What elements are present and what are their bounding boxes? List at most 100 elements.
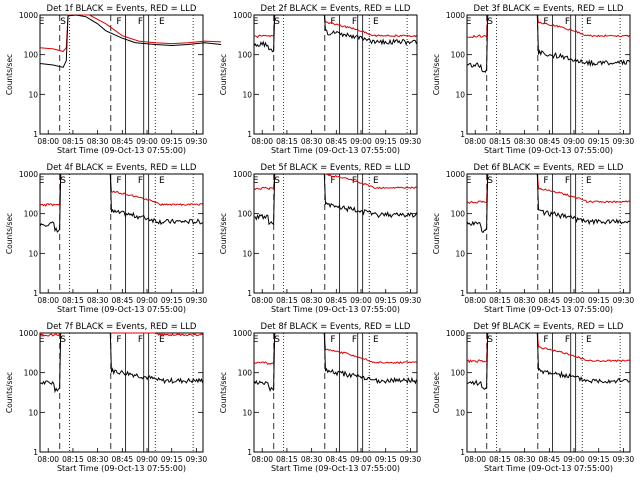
event-marker: E — [39, 17, 45, 27]
event-marker: E — [586, 17, 592, 27]
x-axis-label: Start Time (09-Oct-13 07:55:00) — [57, 464, 186, 473]
events-series-line — [39, 173, 203, 233]
events-series-line — [39, 14, 222, 68]
event-marker: F — [352, 335, 357, 345]
y-tick-label: 100 — [238, 51, 253, 60]
y-tick-label: 10 — [455, 90, 465, 99]
event-marker: F — [138, 176, 143, 186]
x-axis-label: Start Time (09-Oct-13 07:55:00) — [57, 305, 186, 314]
x-tick-label: 09:30 — [400, 137, 422, 146]
x-tick-label: 08:30 — [301, 137, 323, 146]
y-tick-label: 1 — [247, 289, 252, 298]
panel-title: Det 1f BLACK = Events, RED = LLD — [47, 4, 197, 14]
event-marker: F — [565, 335, 570, 345]
x-tick-label: 08:00 — [464, 137, 486, 146]
x-tick-label: 09:15 — [588, 296, 610, 305]
x-tick-label: 08:00 — [37, 455, 59, 464]
x-tick-label: 09:00 — [136, 137, 158, 146]
plot-frame — [466, 332, 631, 453]
x-tick-label: 09:15 — [161, 137, 183, 146]
event-marker: E — [466, 17, 472, 27]
event-marker: E — [253, 335, 259, 345]
y-tick-label: 1000 — [19, 11, 38, 20]
x-tick-label: 08:00 — [464, 296, 486, 305]
y-axis-label: Counts/sec — [432, 372, 441, 413]
event-marker: E — [466, 176, 472, 186]
x-tick-label: 09:30 — [613, 455, 635, 464]
x-tick-label: 08:30 — [514, 296, 536, 305]
x-tick-label: 09:30 — [186, 455, 208, 464]
event-marker: E — [159, 17, 165, 27]
x-tick-label: 08:15 — [489, 455, 511, 464]
event-marker: S — [487, 176, 493, 186]
events-series-line — [253, 173, 417, 226]
y-tick-label: 100 — [238, 369, 253, 378]
event-marker: S — [60, 335, 66, 345]
x-tick-label: 09:30 — [186, 296, 208, 305]
event-marker: E — [586, 176, 592, 186]
x-tick-label: 08:00 — [37, 296, 59, 305]
x-tick-label: 09:30 — [613, 137, 635, 146]
panel-title: Det 5f BLACK = Events, RED = LLD — [261, 163, 411, 173]
x-tick-label: 09:15 — [588, 455, 610, 464]
panel-title: Det 4f BLACK = Events, RED = LLD — [47, 163, 197, 173]
y-tick-label: 1 — [460, 130, 465, 139]
y-tick-label: 100 — [24, 369, 39, 378]
events-series-line — [466, 332, 630, 390]
x-tick-label: 08:45 — [539, 296, 561, 305]
plot-frame — [466, 173, 631, 294]
x-tick-label: 08:15 — [62, 455, 84, 464]
y-tick-label: 100 — [451, 210, 466, 219]
y-tick-label: 100 — [451, 51, 466, 60]
panel-title: Det 9f BLACK = Events, RED = LLD — [474, 322, 624, 332]
x-tick-label: 08:15 — [489, 137, 511, 146]
x-tick-label: 08:15 — [276, 296, 298, 305]
x-tick-label: 08:30 — [514, 455, 536, 464]
y-axis-label: Counts/sec — [5, 54, 14, 95]
y-tick-label: 1 — [247, 448, 252, 457]
event-marker: F — [565, 176, 570, 186]
x-tick-label: 09:00 — [350, 455, 372, 464]
x-tick-label: 09:30 — [400, 296, 422, 305]
event-marker: E — [373, 17, 379, 27]
x-tick-label: 09:00 — [563, 296, 585, 305]
event-marker: E — [159, 176, 165, 186]
panel-title: Det 8f BLACK = Events, RED = LLD — [261, 322, 411, 332]
event-marker: F — [138, 17, 143, 27]
y-tick-label: 1000 — [446, 329, 465, 338]
event-marker: E — [466, 335, 472, 345]
event-marker: E — [39, 176, 45, 186]
y-tick-label: 1 — [33, 130, 38, 139]
x-tick-label: 08:00 — [251, 137, 273, 146]
plot-frame — [39, 332, 204, 453]
event-marker: F — [116, 335, 121, 345]
x-tick-label: 09:30 — [400, 455, 422, 464]
x-tick-label: 09:15 — [375, 137, 397, 146]
y-tick-label: 1000 — [233, 11, 252, 20]
y-tick-label: 1000 — [233, 170, 252, 179]
y-tick-label: 100 — [451, 369, 466, 378]
x-axis-label: Start Time (09-Oct-13 07:55:00) — [271, 305, 400, 314]
y-axis-label: Counts/sec — [219, 213, 228, 254]
x-tick-label: 09:15 — [161, 296, 183, 305]
events-series-line — [466, 173, 630, 233]
x-axis-label: Start Time (09-Oct-13 07:55:00) — [57, 146, 186, 155]
x-tick-label: 08:30 — [301, 455, 323, 464]
events-series-line — [253, 332, 417, 393]
y-axis-label: Counts/sec — [5, 372, 14, 413]
x-tick-label: 08:00 — [251, 455, 273, 464]
event-marker: E — [373, 176, 379, 186]
event-marker: E — [253, 17, 259, 27]
x-tick-label: 08:30 — [514, 137, 536, 146]
x-tick-label: 08:45 — [539, 455, 561, 464]
y-tick-label: 10 — [455, 249, 465, 258]
x-tick-label: 08:15 — [276, 455, 298, 464]
event-marker: S — [274, 335, 280, 345]
x-tick-label: 08:00 — [37, 137, 59, 146]
y-tick-label: 10 — [455, 408, 465, 417]
x-tick-label: 08:45 — [326, 137, 348, 146]
